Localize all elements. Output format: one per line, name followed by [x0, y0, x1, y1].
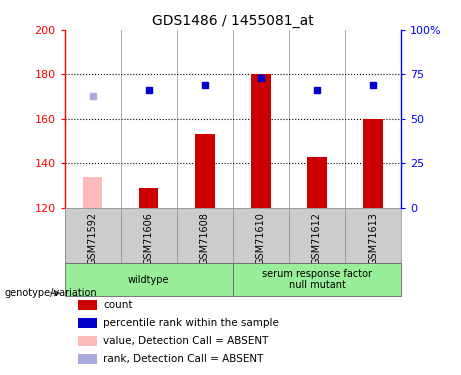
- Bar: [78, 354, 96, 364]
- Text: GSM71606: GSM71606: [144, 212, 154, 265]
- Text: GSM71613: GSM71613: [368, 212, 378, 265]
- Bar: [78, 318, 96, 328]
- Text: wildtype: wildtype: [128, 274, 170, 285]
- Bar: [307, 157, 327, 208]
- Text: GSM71592: GSM71592: [88, 212, 98, 265]
- Bar: [65, 263, 233, 297]
- Bar: [251, 74, 271, 208]
- Title: GDS1486 / 1455081_at: GDS1486 / 1455081_at: [152, 13, 313, 28]
- Text: percentile rank within the sample: percentile rank within the sample: [103, 318, 279, 328]
- Bar: [139, 188, 159, 208]
- Bar: [78, 300, 96, 310]
- Bar: [78, 336, 96, 346]
- Bar: [83, 177, 102, 208]
- Text: genotype/variation: genotype/variation: [5, 288, 97, 298]
- Bar: [233, 263, 401, 297]
- Bar: [195, 134, 214, 208]
- Bar: [363, 119, 383, 208]
- Text: serum response factor
null mutant: serum response factor null mutant: [262, 269, 372, 291]
- Text: rank, Detection Call = ABSENT: rank, Detection Call = ABSENT: [103, 354, 264, 364]
- Text: GSM71612: GSM71612: [312, 212, 322, 265]
- Text: GSM71608: GSM71608: [200, 212, 210, 265]
- Text: value, Detection Call = ABSENT: value, Detection Call = ABSENT: [103, 336, 269, 346]
- Text: count: count: [103, 300, 133, 310]
- Text: GSM71610: GSM71610: [256, 212, 266, 265]
